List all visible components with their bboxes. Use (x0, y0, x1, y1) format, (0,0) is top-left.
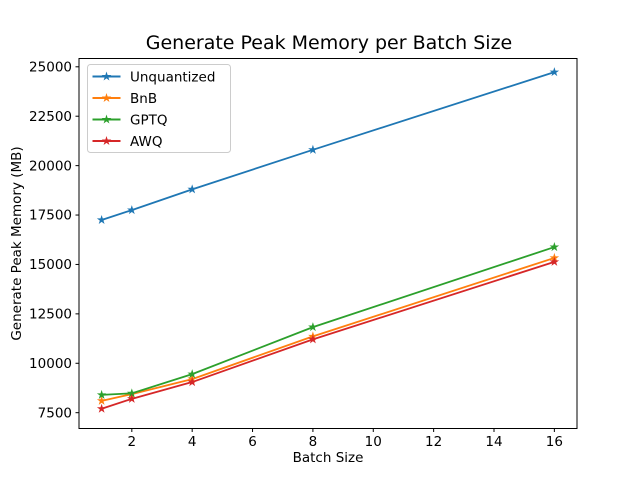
x-tick-label: 16 (546, 434, 563, 450)
chart-title: Generate Peak Memory per Batch Size (146, 32, 513, 54)
data-point-star-awq-batch-4 (187, 377, 197, 387)
data-point-star-awq-batch-2 (127, 393, 137, 403)
x-tick-label: 12 (425, 434, 442, 450)
legend-star-unquantized (101, 71, 112, 81)
y-tick-label: 20000 (29, 158, 72, 174)
legend-label-awq: AWQ (130, 134, 162, 150)
legend: Unquantized BnB GPTQ AWQ (87, 64, 231, 153)
x-tick-label: 10 (365, 434, 382, 450)
y-tick-label: 25000 (29, 60, 72, 76)
data-point-star-bnb-batch-1 (96, 395, 107, 405)
y-tick-label: 15000 (29, 257, 72, 273)
data-point-star-unquantized-batch-1 (96, 214, 107, 225)
y-tick-label: 10000 (29, 356, 72, 372)
axes-layer: 2 4 6 8 10 12 14 16 7500 10000 12500 15000 17500 2000… (29, 58, 578, 450)
axes-box (78, 58, 578, 429)
data-point-star-unquantized-batch-16 (549, 67, 560, 77)
x-tick-label: 6 (248, 434, 257, 450)
legend-box (87, 64, 231, 153)
legend-star-awq (101, 136, 112, 146)
y-tick-label: 12500 (29, 307, 72, 323)
data-point-star-gptq-batch-4 (187, 369, 197, 379)
y-axis-label: Generate Peak Memory (MB) (9, 146, 25, 340)
legend-label-unquantized: Unquantized (130, 69, 215, 85)
data-point-star-unquantized-batch-2 (127, 205, 137, 215)
legend-label-bnb: BnB (130, 91, 157, 107)
x-tick-label: 2 (128, 434, 137, 450)
data-point-star-gptq-batch-8 (308, 322, 318, 332)
data-point-star-awq-batch-8 (308, 334, 318, 344)
data-point-star-gptq-batch-2 (127, 388, 137, 398)
series-line-gptq (101, 246, 555, 396)
x-tick-label: 4 (188, 434, 197, 450)
data-point-star-awq-batch-1 (96, 403, 107, 413)
data-point-star-awq-batch-16 (549, 256, 560, 266)
x-axis-label: Batch Size (293, 450, 364, 466)
data-point-star-unquantized-batch-8 (308, 144, 318, 154)
legend-star-bnb (101, 93, 112, 103)
x-tick-label: 14 (485, 434, 502, 450)
y-tick-label: 7500 (38, 405, 72, 421)
y-tick-label: 17500 (29, 208, 72, 224)
data-point-star-unquantized-batch-4 (187, 184, 197, 194)
data-point-star-gptq-batch-1 (96, 389, 107, 399)
y-tick-label: 22500 (29, 109, 72, 125)
series-line-awq (101, 261, 555, 410)
legend-label-gptq: GPTQ (130, 112, 167, 128)
data-point-star-gptq-batch-16 (549, 242, 560, 252)
series-line-bnb (101, 257, 555, 402)
legend-star-gptq (101, 114, 112, 124)
x-tick-label: 8 (309, 434, 318, 450)
series-layer (96, 67, 560, 413)
